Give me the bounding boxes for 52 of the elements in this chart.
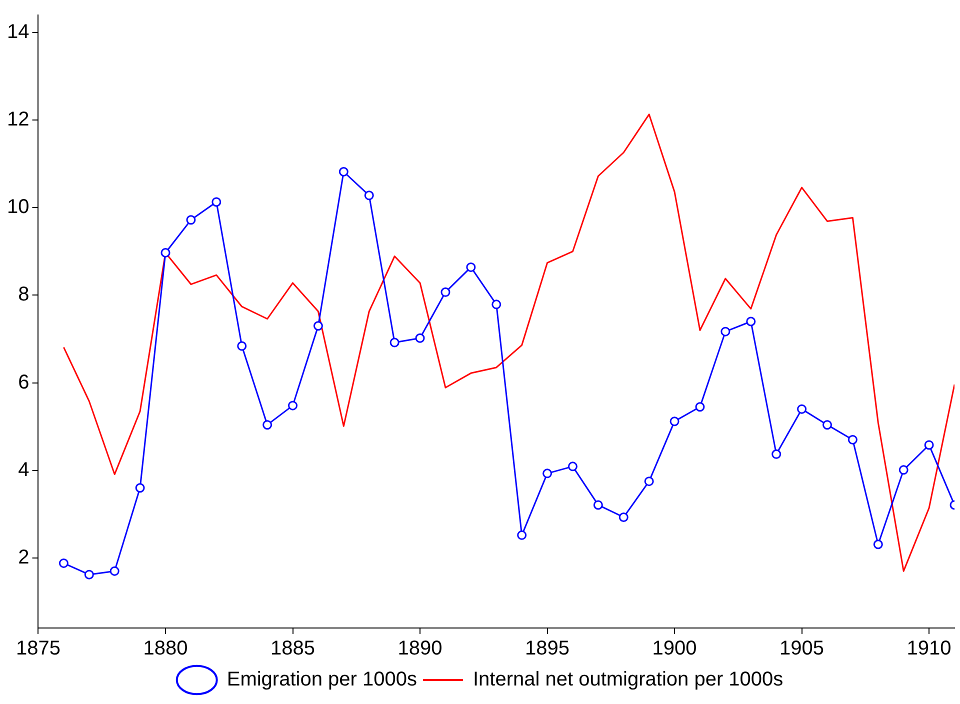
point — [390, 338, 400, 348]
point — [84, 570, 94, 580]
point — [262, 420, 272, 430]
x-tick-label: 1900 — [652, 638, 697, 660]
point — [542, 468, 552, 478]
point — [644, 476, 654, 486]
point — [772, 449, 782, 459]
point — [898, 465, 908, 475]
point — [466, 262, 476, 272]
point — [313, 321, 323, 331]
point — [415, 333, 425, 343]
y-tick-label: 14 — [6, 21, 30, 44]
point — [186, 215, 196, 225]
point — [364, 190, 374, 200]
point — [797, 404, 807, 414]
point — [848, 434, 858, 444]
y-tick-label: 10 — [6, 196, 30, 218]
point — [517, 530, 527, 540]
x-tick-label: 1875 — [16, 638, 60, 660]
point — [440, 287, 450, 297]
point — [924, 440, 934, 450]
point — [873, 540, 883, 550]
y-tick-label: 2 — [18, 546, 30, 568]
point — [720, 326, 730, 336]
point — [135, 483, 145, 493]
point — [212, 197, 222, 207]
point — [58, 558, 68, 568]
y-tick-label: 6 — [18, 371, 30, 394]
point — [160, 248, 170, 258]
x-tick-label: 1910 — [906, 638, 952, 660]
point — [568, 462, 578, 472]
point — [110, 566, 120, 576]
y-tick-label: 8 — [18, 284, 30, 306]
legend-label: Internal net outmigration per 1000s — [472, 668, 784, 691]
y-tick-label: 4 — [18, 458, 30, 481]
x-tick-label: 1890 — [398, 638, 442, 660]
y-tick-label: 12 — [6, 108, 30, 131]
point — [237, 341, 247, 351]
point — [288, 400, 298, 410]
x-tick-label: 1905 — [780, 638, 824, 660]
x-tick-label: 1880 — [143, 638, 188, 660]
point — [670, 416, 680, 426]
point — [746, 316, 756, 326]
point — [338, 167, 348, 177]
point — [822, 420, 832, 430]
point — [618, 512, 628, 522]
point — [593, 500, 603, 510]
point — [492, 300, 502, 310]
point — [695, 402, 705, 412]
x-tick-label: 1895 — [525, 638, 570, 660]
legend-label: Emigration per 1000s — [226, 668, 417, 691]
x-tick-label: 1885 — [270, 638, 316, 660]
